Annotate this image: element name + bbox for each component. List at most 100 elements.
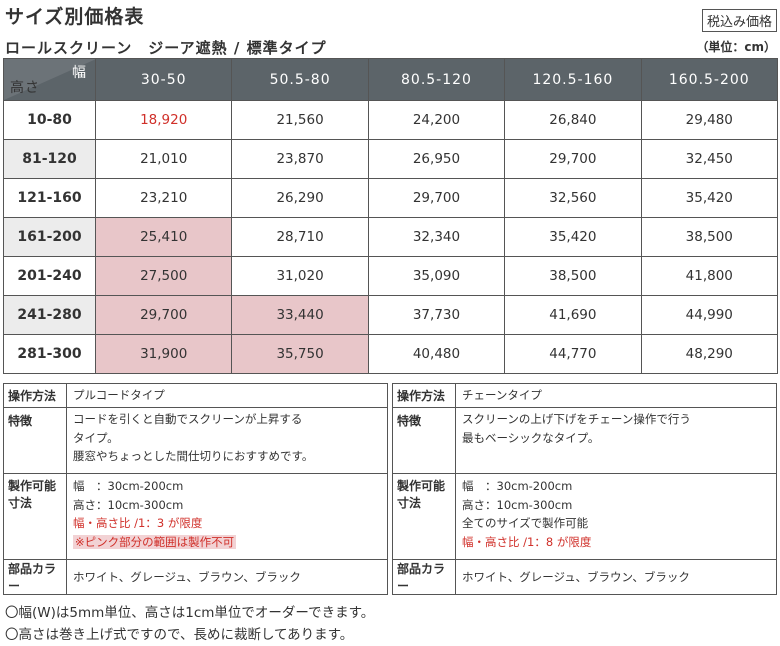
size-line: 幅 ：30cm-200cm <box>73 479 184 493</box>
spec-table-pull-cord: 操作方法 プルコードタイプ 特徴 コードを引くと自動でスクリーンが上昇する タイ… <box>3 383 388 595</box>
feature-line: 最もベーシックなタイプ。 <box>462 430 600 445</box>
height-axis-label: 高さ <box>10 80 40 96</box>
table-row: 281-300 31,900 35,750 40,480 44,770 48,2… <box>3 334 779 374</box>
footnote: 〇幅(W)は5mm単位、高さは1cm単位でオーダーできます。 <box>5 605 375 621</box>
price-cell: 40,480 <box>367 334 506 374</box>
price-cell: 35,420 <box>504 217 642 257</box>
size-line: 高さ：10cm-300cm <box>462 497 573 512</box>
spec-row-size: 製作可能 寸法 幅 ：30cm-200cm 高さ：10cm-300cm 幅・高さ… <box>3 473 388 560</box>
price-cell: 26,950 <box>367 139 506 179</box>
spec-table-chain: 操作方法 チェーンタイプ 特徴 スクリーンの上げ下げをチェーン操作で行う 最もベ… <box>392 383 777 595</box>
feature-line: 腰窓やちょっとした間仕切りにおすすめです。 <box>73 449 314 463</box>
table-row: 161-200 25,410 28,710 32,340 35,420 38,5… <box>3 217 779 257</box>
table-row: 10-80 18,920 21,560 24,200 26,840 29,480 <box>3 100 779 140</box>
spec-value: コードを引くと自動でスクリーンが上昇する タイプ。 腰窓やちょっとした間仕切りに… <box>66 407 388 474</box>
spec-value: プルコードタイプ <box>66 383 388 408</box>
spec-label: 操作方法 <box>3 383 67 408</box>
price-cell: 23,210 <box>94 178 233 218</box>
price-cell: 32,340 <box>367 217 506 257</box>
price-cell: 48,290 <box>640 334 779 374</box>
width-header: 160.5-200 <box>640 58 779 101</box>
spec-label: 部品カラー <box>392 559 456 595</box>
spec-label: 特徴 <box>392 407 456 474</box>
price-cell: 29,480 <box>640 100 779 140</box>
table-row: 241-280 29,700 33,440 37,730 41,690 44,9… <box>3 295 779 335</box>
spec-value: スクリーンの上げ下げをチェーン操作で行う 最もベーシックなタイプ。 <box>455 407 777 474</box>
price-cell: 28,710 <box>231 217 369 257</box>
price-cell: 26,840 <box>504 100 642 140</box>
price-cell: 41,690 <box>504 295 642 335</box>
width-header: 120.5-160 <box>504 58 642 101</box>
height-header: 161-200 <box>3 217 96 257</box>
price-cell-unavailable: 31,900 <box>94 334 233 374</box>
footnotes: 〇幅(W)は5mm単位、高さは1cm単位でオーダーできます。 〇高さは巻き上げ式… <box>5 602 374 646</box>
price-cell: 44,990 <box>640 295 779 335</box>
spec-row-feature: 特徴 スクリーンの上げ下げをチェーン操作で行う 最もベーシックなタイプ。 <box>392 407 777 474</box>
spec-label-text: 特徴 <box>397 414 422 428</box>
price-cell: 35,090 <box>367 256 506 296</box>
spec-row-size: 製作可能 寸法 幅 ：30cm-200cm 高さ：10cm-300cm 全てのサ… <box>392 473 777 560</box>
footnote: 〇高さは巻き上げ式ですので、長めに裁断してあります。 <box>5 627 354 643</box>
feature-line: コードを引くと自動でスクリーンが上昇する <box>73 412 303 426</box>
price-table-header-row: 幅 高さ 30-50 50.5-80 80.5-120 120.5-160 16… <box>3 58 779 101</box>
price-cell: 21,010 <box>94 139 233 179</box>
spec-label-text: 寸法 <box>397 496 422 510</box>
height-header: 281-300 <box>3 334 96 374</box>
price-cell-unavailable: 25,410 <box>94 217 233 257</box>
price-cell-unavailable: 27,500 <box>94 256 233 296</box>
tax-included-badge: 税込み価格 <box>701 9 777 32</box>
height-header: 121-160 <box>3 178 96 218</box>
spec-label: 製作可能 寸法 <box>3 473 67 560</box>
price-cell: 18,920 <box>94 100 233 140</box>
width-header: 30-50 <box>94 58 233 101</box>
price-cell: 26,290 <box>231 178 369 218</box>
price-cell: 31,020 <box>231 256 369 296</box>
corner-cell: 幅 高さ <box>3 58 96 101</box>
ratio-note: 幅・高さ比 /1：3 が限度 <box>73 516 203 530</box>
width-header: 80.5-120 <box>367 58 506 101</box>
table-row: 81-120 21,010 23,870 26,950 29,700 32,45… <box>3 139 779 179</box>
width-header: 50.5-80 <box>231 58 369 101</box>
size-line: 高さ：10cm-300cm <box>73 497 184 512</box>
spec-label: 製作可能 寸法 <box>392 473 456 560</box>
price-cell-unavailable: 33,440 <box>231 295 369 335</box>
spec-value: 幅 ：30cm-200cm 高さ：10cm-300cm 全てのサイズで製作可能 … <box>455 473 777 560</box>
ratio-note: 幅・高さ比 /1：8 が限度 <box>462 534 592 549</box>
spec-value: チェーンタイプ <box>455 383 777 408</box>
price-cell: 32,560 <box>504 178 642 218</box>
spec-value: ホワイト、グレージュ、ブラウン、ブラック <box>66 559 388 595</box>
spec-row-feature: 特徴 コードを引くと自動でスクリーンが上昇する タイプ。 腰窓やちょっとした間仕… <box>3 407 388 474</box>
spec-row-color: 部品カラー ホワイト、グレージュ、ブラウン、ブラック <box>3 559 388 595</box>
height-header: 201-240 <box>3 256 96 296</box>
price-cell-unavailable: 35,750 <box>231 334 369 374</box>
spec-label-text: 寸法 <box>8 496 33 510</box>
spec-label: 特徴 <box>3 407 67 474</box>
price-cell: 38,500 <box>640 217 779 257</box>
size-line: 全てのサイズで製作可能 <box>462 516 589 530</box>
pink-range-note: ※ピンク部分の範囲は製作不可 <box>73 534 237 549</box>
price-cell: 37,730 <box>367 295 506 335</box>
table-row: 121-160 23,210 26,290 29,700 32,560 35,4… <box>3 178 779 218</box>
page-title: サイズ別価格表 <box>5 6 145 28</box>
spec-value: 幅 ：30cm-200cm 高さ：10cm-300cm 幅・高さ比 /1：3 が… <box>66 473 388 560</box>
price-cell: 21,560 <box>231 100 369 140</box>
height-header: 10-80 <box>3 100 96 140</box>
price-cell: 35,420 <box>640 178 779 218</box>
spec-label: 操作方法 <box>392 383 456 408</box>
spec-value: ホワイト、グレージュ、ブラウン、ブラック <box>455 559 777 595</box>
product-subtitle: ロールスクリーン ジーア遮熱 / 標準タイプ <box>5 39 327 57</box>
price-cell: 44,770 <box>504 334 642 374</box>
price-cell: 38,500 <box>504 256 642 296</box>
unit-label: （単位：cm） <box>696 40 776 54</box>
size-line: 幅 ：30cm-200cm <box>462 479 573 493</box>
price-cell: 41,800 <box>640 256 779 296</box>
price-cell: 24,200 <box>367 100 506 140</box>
feature-line: タイプ。 <box>73 430 119 445</box>
price-cell: 23,870 <box>231 139 369 179</box>
price-cell-unavailable: 29,700 <box>94 295 233 335</box>
price-cell: 29,700 <box>367 178 506 218</box>
price-cell: 32,450 <box>640 139 779 179</box>
table-row: 201-240 27,500 31,020 35,090 38,500 41,8… <box>3 256 779 296</box>
price-cell: 29,700 <box>504 139 642 179</box>
height-header: 81-120 <box>3 139 96 179</box>
